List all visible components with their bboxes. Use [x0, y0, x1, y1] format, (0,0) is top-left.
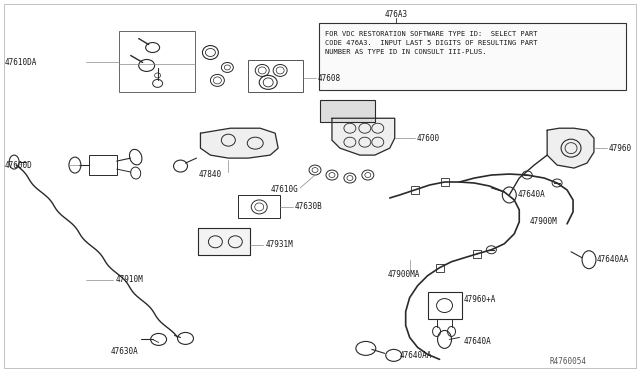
Text: 47900MA: 47900MA: [388, 270, 420, 279]
Polygon shape: [198, 228, 250, 255]
Text: 47640AA: 47640AA: [597, 255, 629, 264]
Polygon shape: [547, 128, 594, 168]
Text: 47640A: 47640A: [463, 337, 492, 346]
Bar: [238, 195, 280, 218]
Text: 476A3: 476A3: [384, 10, 407, 19]
Bar: [436, 264, 444, 272]
Bar: [440, 178, 449, 186]
Text: 47610DA: 47610DA: [4, 58, 36, 67]
Text: R4760054: R4760054: [549, 357, 586, 366]
Bar: [248, 61, 303, 92]
Bar: [119, 31, 195, 92]
Text: 47630A: 47630A: [111, 347, 138, 356]
Text: 47610G: 47610G: [270, 186, 298, 195]
Bar: [428, 292, 463, 320]
Text: 47600D: 47600D: [4, 161, 32, 170]
Polygon shape: [332, 118, 395, 155]
Bar: [320, 100, 375, 122]
Bar: [411, 186, 419, 194]
Bar: [474, 250, 481, 258]
Text: 47630B: 47630B: [295, 202, 323, 211]
Text: 47608: 47608: [318, 74, 341, 83]
Text: 47960: 47960: [609, 144, 632, 153]
Bar: [319, 23, 626, 90]
Text: 47931M: 47931M: [265, 240, 293, 249]
Polygon shape: [200, 128, 278, 158]
Text: 47600: 47600: [417, 134, 440, 143]
Text: 47640AA: 47640AA: [400, 351, 432, 360]
Bar: [89, 155, 116, 175]
Text: 47840: 47840: [198, 170, 221, 179]
Text: FOR VDC RESTORATION SOFTWARE TYPE ID:  SELECT PART
CODE 476A3.  INPUT LAST 5 DIG: FOR VDC RESTORATION SOFTWARE TYPE ID: SE…: [325, 31, 538, 55]
Text: 47910M: 47910M: [116, 275, 143, 284]
Text: 47640A: 47640A: [517, 190, 545, 199]
Text: 47960+A: 47960+A: [463, 295, 496, 304]
Text: 47900M: 47900M: [529, 217, 557, 227]
